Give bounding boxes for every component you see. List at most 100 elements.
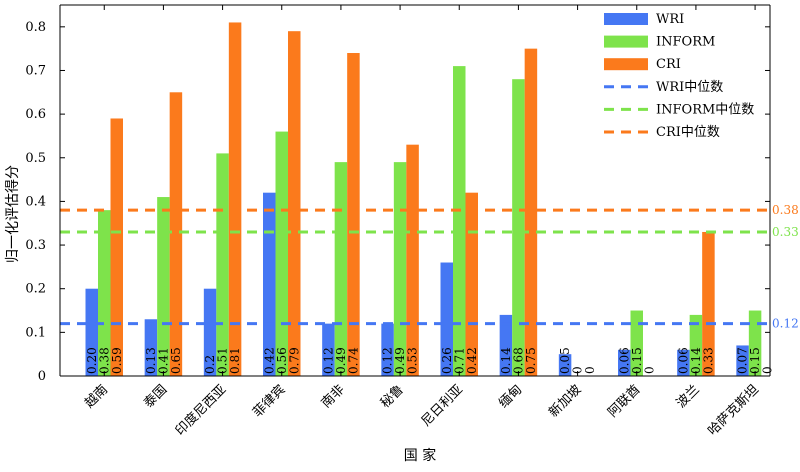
bar-value-label: 0.13 bbox=[144, 347, 158, 374]
legend-label-median-0: WRI中位数 bbox=[656, 80, 723, 95]
bar-value-label: 0.12 bbox=[321, 347, 335, 374]
bar-cri-5 bbox=[406, 144, 419, 376]
median-value-label-1: 0.33 bbox=[772, 225, 799, 239]
bar-wri-8 bbox=[558, 354, 572, 376]
bar-cri-4 bbox=[347, 53, 360, 376]
y-tick-label: 0.1 bbox=[25, 325, 46, 340]
bar-cri-10 bbox=[702, 231, 715, 376]
bar-value-label: 0.49 bbox=[393, 347, 407, 374]
bar-value-label: 0.51 bbox=[216, 347, 230, 374]
bar-value-label: 0.06 bbox=[676, 347, 690, 374]
bar-cri-0 bbox=[110, 118, 123, 376]
bar-inform-5 bbox=[393, 162, 407, 376]
x-tick-label: 阿联酋 bbox=[605, 382, 644, 421]
bar-value-label: 0.20 bbox=[85, 347, 99, 374]
bar-cri-7 bbox=[524, 48, 538, 376]
legend-swatch-cri bbox=[604, 58, 648, 71]
y-tick-label: 0.8 bbox=[25, 20, 46, 35]
legend-label-median-2: CRI中位数 bbox=[656, 125, 720, 140]
bar-value-label: 0.26 bbox=[440, 347, 454, 374]
bar-value-label: 0.65 bbox=[169, 347, 183, 374]
bar-cri-6 bbox=[465, 192, 478, 376]
bar-value-label: 0.15 bbox=[630, 347, 644, 374]
x-tick-label: 南非 bbox=[318, 382, 348, 412]
bar-value-label: 0.42 bbox=[465, 347, 479, 374]
y-axis-title: 归一化评估得分 bbox=[4, 165, 21, 263]
bar-inform-10 bbox=[689, 314, 703, 376]
bar-wri-10 bbox=[677, 349, 690, 376]
bar-inform-9 bbox=[630, 310, 643, 376]
bar-value-label: 0.79 bbox=[287, 347, 301, 374]
bar-wri-4 bbox=[322, 323, 335, 376]
bar-value-label: 0.12 bbox=[381, 347, 395, 374]
bar-inform-11 bbox=[748, 310, 762, 376]
legend-label-wri: WRI bbox=[656, 12, 684, 27]
bar-value-label: 0.68 bbox=[511, 347, 525, 374]
bar-value-label: 0.14 bbox=[499, 347, 513, 374]
y-tick-label: 0.5 bbox=[25, 151, 46, 166]
bar-wri-11 bbox=[736, 345, 749, 376]
bar-wri-0 bbox=[85, 288, 98, 376]
x-tick-label: 新加坡 bbox=[546, 382, 585, 421]
bar-cri-2 bbox=[228, 22, 242, 376]
bar-inform-0 bbox=[98, 210, 111, 376]
y-tick-label: 0.6 bbox=[25, 107, 46, 122]
bar-value-label: 0.56 bbox=[275, 347, 289, 374]
bar-value-label: 0.53 bbox=[406, 347, 420, 374]
y-tick-label: 0.2 bbox=[25, 282, 46, 297]
bar-inform-4 bbox=[334, 162, 348, 376]
x-tick-label: 秘鲁 bbox=[378, 382, 407, 411]
bar-inform-6 bbox=[453, 66, 466, 376]
bar-value-label: 0.14 bbox=[689, 347, 703, 374]
bar-value-label: 0.41 bbox=[156, 347, 170, 374]
bar-value-label: 0.15 bbox=[748, 347, 762, 374]
legend-swatch-wri bbox=[604, 13, 648, 25]
median-value-label-2: 0.38 bbox=[772, 203, 799, 217]
bar-inform-3 bbox=[275, 131, 288, 376]
x-tick-label: 越南 bbox=[81, 382, 111, 412]
legend-label-cri: CRI bbox=[656, 57, 681, 72]
bar-inform-2 bbox=[216, 153, 229, 376]
bar-value-label: 0.49 bbox=[334, 347, 348, 374]
legend-label-median-1: INFORM中位数 bbox=[656, 102, 754, 117]
x-tick-label: 菲律宾 bbox=[250, 382, 289, 421]
x-tick-label: 泰国 bbox=[141, 382, 170, 411]
y-tick-label: 0 bbox=[38, 369, 46, 384]
bar-cri-1 bbox=[169, 92, 183, 376]
bar-wri-1 bbox=[144, 319, 158, 376]
median-value-label-0: 0.12 bbox=[772, 317, 799, 331]
y-tick-label: 0.3 bbox=[25, 238, 46, 253]
bar-value-label: 0 bbox=[571, 366, 585, 374]
bar-wri-3 bbox=[263, 192, 276, 376]
x-axis-title: 国 家 bbox=[404, 447, 436, 464]
bar-value-label: 0 bbox=[583, 366, 597, 374]
legend-swatch-inform bbox=[604, 35, 648, 48]
bar-wri-9 bbox=[618, 349, 631, 376]
bar-value-label: 0.59 bbox=[110, 347, 124, 374]
bar-wri-5 bbox=[381, 323, 394, 376]
bar-value-label: 0.06 bbox=[617, 347, 631, 374]
bar-inform-7 bbox=[512, 79, 525, 376]
bar-inform-1 bbox=[157, 197, 170, 376]
bar-value-label: 0 bbox=[761, 366, 775, 374]
bar-value-label: 0 bbox=[642, 366, 656, 374]
y-tick-label: 0.7 bbox=[25, 63, 46, 78]
bar-value-label: 0.2 bbox=[203, 355, 217, 374]
bar-value-label: 0.05 bbox=[558, 347, 572, 374]
bar-wri-2 bbox=[203, 288, 217, 376]
bar-wri-6 bbox=[440, 262, 453, 376]
bar-value-label: 0.42 bbox=[262, 347, 276, 374]
bar-value-label: 0.33 bbox=[701, 347, 715, 374]
x-tick-label: 波兰 bbox=[674, 382, 703, 411]
bar-value-label: 0.74 bbox=[346, 347, 360, 374]
x-tick-label: 缅甸 bbox=[496, 382, 525, 411]
bar-cri-3 bbox=[288, 31, 301, 377]
x-tick-label: 印度尼西亚 bbox=[172, 382, 229, 439]
x-tick-label: 尼日利亚 bbox=[419, 382, 466, 429]
bar-value-label: 0.81 bbox=[228, 347, 242, 374]
x-tick-label: 哈萨克斯坦 bbox=[705, 382, 762, 439]
y-tick-label: 0.4 bbox=[25, 194, 46, 209]
bar-value-label: 0.75 bbox=[524, 347, 538, 374]
